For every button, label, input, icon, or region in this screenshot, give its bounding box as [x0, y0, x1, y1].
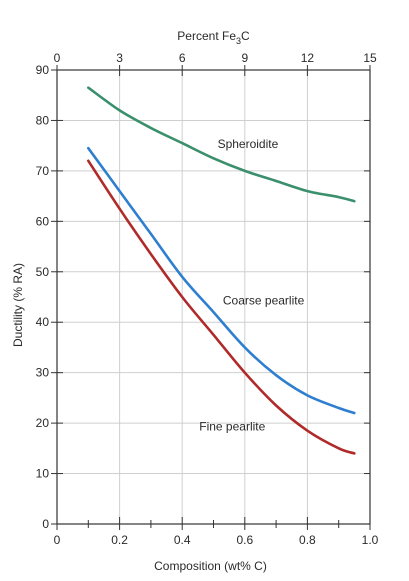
- data-curves: [87, 86, 356, 455]
- y-tick-label: 30: [36, 366, 50, 380]
- y-tick-label: 90: [36, 63, 50, 77]
- y-axis-title: Ductility (% RA): [11, 263, 25, 347]
- top-tick-label: 9: [241, 51, 248, 65]
- y-tick-label: 10: [36, 467, 50, 481]
- grid-lines: [57, 70, 370, 524]
- top-tick-label: 12: [301, 51, 315, 65]
- top-tick-label: 3: [116, 51, 123, 65]
- curve-annotations: Spheroidite Coarse pearlite Fine pearlite: [199, 137, 304, 433]
- y-tick-label: 70: [36, 164, 50, 178]
- y-tick-label: 80: [36, 113, 50, 127]
- x-tick-label: 0: [54, 533, 61, 547]
- x-tick-label: 1.0: [362, 533, 379, 547]
- y-tick-label: 60: [36, 214, 50, 228]
- x-tick-label: 0.2: [111, 533, 128, 547]
- axis-ticks: [51, 65, 371, 530]
- spheroidite-curve: [87, 86, 356, 203]
- coarse-pearlite-label: Coarse pearlite: [223, 294, 305, 308]
- top-tick-label: 15: [363, 51, 377, 65]
- spheroidite-label: Spheroidite: [218, 137, 279, 151]
- top-axis-title: Percent Fe3C: [177, 29, 250, 46]
- tick-labels: 0 0.2 0.4 0.6 0.8 1.0 0 3 6 9 12 15 0 10 20 30 40 50 60 70 8…: [36, 51, 379, 547]
- x-tick-label: 0.4: [174, 533, 191, 547]
- plot-frame: [56, 69, 371, 525]
- x-tick-label: 0.6: [236, 533, 253, 547]
- x-axis-title: Composition (wt% C): [154, 559, 267, 573]
- fine-pearlite-curve: [87, 159, 356, 455]
- y-tick-label: 50: [36, 265, 50, 279]
- fine-pearlite-label: Fine pearlite: [199, 420, 265, 434]
- y-tick-label: 20: [36, 416, 50, 430]
- coarse-pearlite-curve: [87, 146, 356, 415]
- x-tick-label: 0.8: [299, 533, 316, 547]
- y-tick-label: 0: [42, 517, 49, 531]
- top-tick-label: 0: [54, 51, 61, 65]
- y-tick-label: 40: [36, 315, 50, 329]
- top-tick-label: 6: [179, 51, 186, 65]
